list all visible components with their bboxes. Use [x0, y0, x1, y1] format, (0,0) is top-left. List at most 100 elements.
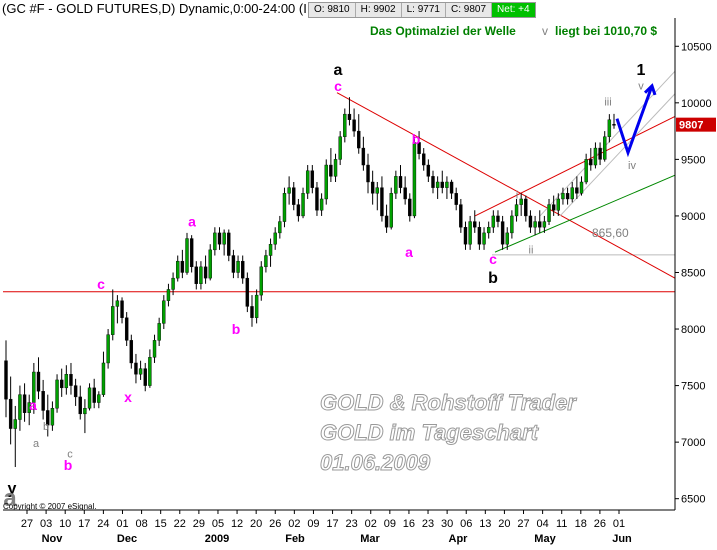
watermark: GOLD & Rohstoff Trader GOLD im Tageschar…	[320, 390, 578, 476]
candle-body	[208, 249, 212, 279]
date-tick-label: 30	[441, 518, 453, 530]
date-tick-label: 27	[517, 518, 529, 530]
candle-body	[199, 266, 203, 284]
candle-body	[176, 260, 180, 279]
candle-body	[180, 260, 185, 273]
wave-label: x	[124, 389, 132, 405]
candle-body	[273, 232, 277, 245]
candle-body	[500, 221, 505, 245]
candle-body	[241, 260, 245, 279]
low-value: L: 9771	[402, 3, 446, 17]
candle-body	[83, 408, 87, 415]
target-note-text: Das Optimalziel der Welle	[370, 24, 516, 38]
candle-body	[431, 176, 435, 188]
candle-body	[491, 215, 496, 228]
last-price-tag	[676, 117, 716, 132]
price-axis[interactable]: 6500 7000 7500 8000 8500 9000 9500 10000 10500 98…	[3, 18, 716, 511]
date-tick-label: 09	[307, 518, 319, 530]
high-value: H: 9902	[356, 3, 402, 17]
candle-body	[375, 187, 379, 194]
candle-body	[352, 119, 356, 132]
candles	[4, 97, 616, 468]
date-tick-label: 01	[116, 518, 128, 530]
candle-body	[542, 221, 547, 228]
candle-body	[18, 394, 22, 420]
candle-body	[575, 187, 579, 194]
date-tick-label: 05	[212, 518, 224, 530]
date-tick-label: 04	[536, 518, 548, 530]
candle-body	[389, 193, 393, 228]
date-tick-label: 02	[365, 518, 377, 530]
date-tick-label: 15	[155, 518, 167, 530]
wave-label: c	[489, 251, 497, 267]
candle-body	[162, 300, 166, 324]
candle-body	[408, 198, 412, 217]
price-tick-label: 7500	[681, 381, 705, 393]
candle-body	[278, 221, 282, 234]
candle-body	[36, 371, 41, 392]
candle-body	[50, 408, 55, 426]
date-tick-label: 17	[326, 518, 338, 530]
candle-body	[440, 181, 444, 188]
date-tick-label: 27	[21, 518, 33, 530]
candle-body	[41, 391, 45, 411]
date-tick-label: 10	[59, 518, 71, 530]
candle-body	[97, 394, 101, 403]
candle-body	[166, 289, 171, 301]
candle-body	[565, 193, 570, 200]
candle-body	[268, 244, 273, 256]
wave-label: c	[67, 448, 73, 460]
date-tick-label: 17	[78, 518, 90, 530]
date-tick-label: 18	[575, 518, 587, 530]
wave-label: iii	[604, 97, 611, 109]
candle-body	[454, 193, 458, 205]
ohlc-readout: O: 9810 H: 9902 L: 9771 C: 9807 Net: +4	[308, 2, 536, 18]
month-label: Apr	[449, 533, 469, 545]
candle-body	[259, 266, 263, 296]
candle-body	[245, 277, 250, 307]
candle-body	[227, 232, 231, 256]
date-tick-label: 11	[556, 518, 567, 530]
date-tick-label: 13	[479, 518, 491, 530]
candle-body	[449, 181, 454, 194]
candle-body	[357, 130, 361, 149]
candle-body	[250, 306, 254, 318]
candle-body	[547, 204, 551, 222]
candle-body	[305, 170, 310, 194]
wave-label: c	[97, 276, 105, 292]
candle-body	[27, 402, 31, 413]
candle-body	[120, 300, 124, 318]
projection-arrowhead	[643, 83, 657, 96]
watermark-line-3: 01.06.2009	[320, 450, 431, 475]
candle-body	[46, 410, 50, 426]
candle-body	[138, 368, 143, 375]
candle-body	[287, 187, 291, 194]
date-axis[interactable]: 27 03 10 17 24 01 08 15 22 29 05 12 20 26 02 09 17 23 02 09…	[21, 510, 632, 545]
date-tick-label: 24	[97, 518, 109, 530]
candle-body	[231, 255, 236, 273]
wave-label: a	[29, 397, 37, 413]
candle-body	[254, 294, 259, 318]
candle-body	[598, 147, 602, 160]
candle-body	[282, 193, 287, 222]
price-tick-label: 8000	[681, 324, 705, 336]
date-tick-label: 23	[422, 518, 434, 530]
date-tick-label: 02	[288, 518, 300, 530]
open-value: O: 9810	[309, 3, 356, 17]
wave-label: y	[8, 481, 17, 498]
wave-label: b	[412, 131, 421, 147]
candle-body	[78, 396, 82, 415]
candle-body	[561, 193, 565, 200]
month-label: Feb	[285, 533, 305, 545]
candle-body	[87, 387, 92, 409]
candle-body	[556, 198, 561, 211]
wave-label: a	[3, 485, 17, 512]
candle-body	[338, 136, 342, 160]
candle-body	[514, 204, 519, 217]
net-change-badge: Net: +4	[492, 3, 535, 17]
wave-label: iv	[628, 160, 636, 172]
candle-body	[570, 187, 574, 200]
